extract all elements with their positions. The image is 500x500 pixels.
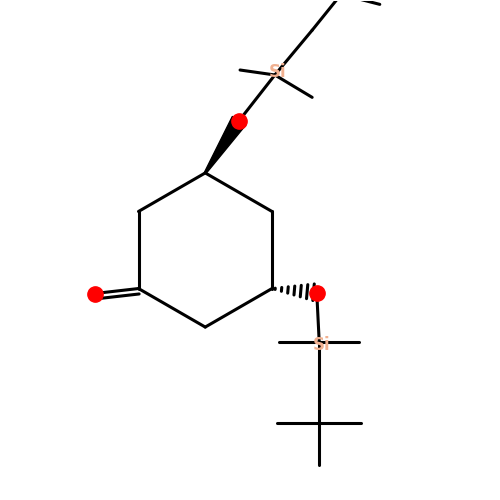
Text: Si: Si [268,64,286,82]
Polygon shape [204,116,246,173]
Text: Si: Si [313,336,330,353]
